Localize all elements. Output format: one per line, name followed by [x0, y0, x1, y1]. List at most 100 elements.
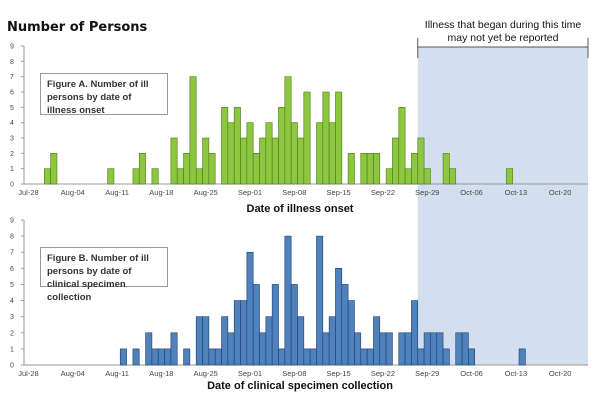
- figure-b-bar: [240, 300, 248, 366]
- figure-b-x-tick-label: Oct-13: [505, 369, 528, 378]
- figure-a-bar: [373, 153, 381, 185]
- figure-b-x-tick-label: Oct-06: [460, 369, 483, 378]
- figure-a-x-tick-label: Sep-15: [327, 188, 351, 197]
- figure-b-bar: [366, 348, 374, 366]
- figure-a-bar: [233, 107, 241, 185]
- figure-a-bar: [303, 91, 311, 185]
- figure-a-x-tick-label: Aug-11: [105, 188, 129, 197]
- figure-a-x-tick-label: Aug-04: [61, 188, 85, 197]
- figure-a-bar: [385, 168, 393, 185]
- figure-a-bar: [132, 168, 140, 185]
- figure-a-y-tick-label: 7: [10, 74, 14, 81]
- figure-b-bar: [379, 332, 387, 366]
- figure-a-caption: Figure A. Number of ill persons by date …: [40, 73, 168, 116]
- figure-a-bar: [328, 122, 336, 185]
- figure-b-bar: [404, 332, 412, 366]
- figure-a-bar: [138, 153, 146, 185]
- figure-b-x-title-text: Date of clinical specimen collection: [207, 380, 393, 392]
- figure-a-bar: [290, 122, 298, 185]
- figure-a-bar: [322, 91, 330, 185]
- figure-b-bar: [297, 316, 305, 366]
- figure-b-y-tick-label: 7: [10, 250, 14, 257]
- figure-b-y-tick-label: 2: [10, 330, 14, 337]
- figure-a-y-tick-label: 3: [10, 136, 14, 143]
- figure-b-x-tick-label: Aug-25: [194, 369, 218, 378]
- figure-b-x-tick-label: Aug-11: [105, 369, 129, 378]
- figure-a-bar: [366, 153, 374, 185]
- figure-a-x-tick-label: Sep-08: [282, 188, 306, 197]
- figure-b-bar: [328, 316, 336, 366]
- figure-a-bar: [252, 153, 260, 185]
- figure-a-bar: [423, 168, 431, 185]
- figure-b-bar: [252, 284, 260, 366]
- figure-b-y-tick-label: 1: [10, 346, 14, 353]
- figure-b-bar: [119, 348, 127, 366]
- figure-b-y-tick-label: 5: [10, 282, 14, 289]
- figure-b-bar: [423, 332, 431, 366]
- figure-b-bar: [322, 332, 330, 366]
- figure-b-y-tick-label: 4: [10, 298, 14, 305]
- figure-b-bar: [151, 348, 159, 366]
- figure-b-x-tick-label: Aug-04: [61, 369, 85, 378]
- figure-b-x-tick-label: Sep-29: [415, 369, 439, 378]
- figure-b-bar: [385, 332, 393, 366]
- figure-a-bar: [360, 153, 368, 185]
- figure-a-bar: [50, 153, 58, 185]
- figure-a-bar: [398, 107, 406, 185]
- figure-a-x-tick-label: Aug-18: [149, 188, 173, 197]
- figure-b-bar: [354, 332, 362, 366]
- figure-b-bar: [436, 332, 444, 366]
- figure-a-bar: [183, 153, 191, 185]
- figure-a-bar: [442, 153, 450, 185]
- figure-b-x-tick-label: Oct-20: [549, 369, 572, 378]
- reporting-lag-shade: [417, 47, 588, 365]
- figure-a-bar: [316, 122, 324, 185]
- figure-b-bar: [341, 284, 349, 366]
- figure-b-y-tick-label: 6: [10, 266, 14, 273]
- figure-a-y-tick-label: 0: [10, 182, 14, 189]
- figure-b-x-tick-label: Sep-15: [327, 369, 351, 378]
- figure-b-bar: [316, 235, 324, 366]
- figure-b-bar: [442, 348, 450, 366]
- figure-b-bar: [347, 300, 355, 366]
- figure-a-bar: [265, 122, 273, 185]
- figure-a-bar: [284, 76, 292, 185]
- figure-b-bar: [195, 316, 203, 366]
- figure-a-y-tick-label: 6: [10, 90, 14, 97]
- figure-a-bar: [107, 168, 115, 185]
- figure-b-bar: [246, 251, 254, 366]
- figure-a-x-tick-label: Jul-28: [18, 188, 38, 197]
- figure-a-bar: [240, 137, 248, 185]
- figure-b-bar: [468, 348, 476, 366]
- figure-a-bar: [202, 137, 210, 185]
- figure-a-bar: [221, 107, 229, 185]
- figure-b-x-tick-label: Sep-22: [371, 369, 395, 378]
- figure-a-x-tick-label: Oct-06: [460, 188, 483, 197]
- figure-a-bar: [411, 153, 419, 185]
- figure-a-bar: [271, 137, 279, 185]
- figure-b-bar: [303, 348, 311, 366]
- figure-a-y-tick-label: 8: [10, 59, 14, 66]
- figure-a-bar: [278, 107, 286, 185]
- figure-a-x-tick-label: Sep-29: [415, 188, 439, 197]
- figure-a-x-tick-label: Oct-20: [549, 188, 572, 197]
- figure-a-bar: [43, 168, 51, 185]
- figure-b-bar: [227, 332, 235, 366]
- figure-b-bar: [259, 332, 267, 366]
- figure-a-y-tick-label: 2: [10, 151, 14, 158]
- figure-a-x-tick-label: Sep-01: [238, 188, 262, 197]
- figure-a-bar: [404, 168, 412, 185]
- figure-a-y-tick-label: 5: [10, 105, 14, 112]
- figure-b-bar: [233, 300, 241, 366]
- figure-b-bar: [430, 332, 438, 366]
- figure-a-y-tick-label: 1: [10, 166, 14, 173]
- figure-b-bar: [360, 348, 368, 366]
- figure-b-y-tick-label: 8: [10, 234, 14, 241]
- figure-a-bar: [297, 137, 305, 185]
- figure-b-bar: [518, 348, 526, 366]
- figure-a-y-tick-label: 4: [10, 120, 14, 127]
- figure-b-bar: [271, 284, 279, 366]
- figure-a-bar: [170, 137, 178, 185]
- figure-a-x-tick-label: Aug-25: [194, 188, 218, 197]
